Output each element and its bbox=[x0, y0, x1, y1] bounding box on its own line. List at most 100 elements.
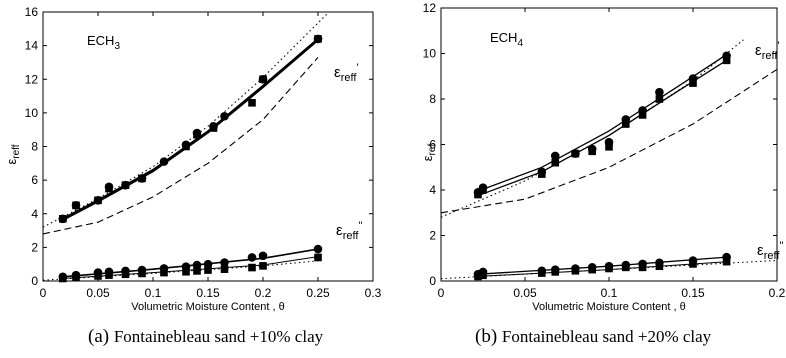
y-tick-label: 2 bbox=[31, 240, 38, 254]
chart-panel-b: 0 0.05 0.1 0.15 0.2 0 2 4 6 8 10 12 Volumetric Moist… bbox=[420, 1, 786, 313]
y-tick-label: 0 bbox=[31, 274, 38, 288]
y-axis-label: εreff bbox=[4, 144, 22, 164]
y-axis-label: εref bbox=[420, 144, 438, 162]
x-tick-label: 0 bbox=[438, 286, 445, 300]
chart-panel-a: 0 0.05 0.1 0.15 0.2 0.25 0.3 0 2 4 6 8 10 12 14 16 Volum… bbox=[4, 5, 382, 313]
fit-line-dotted bbox=[441, 260, 777, 280]
data-point-square bbox=[220, 265, 229, 274]
label-real-permittivity: εreff' bbox=[755, 40, 780, 62]
data-point-square bbox=[655, 262, 664, 271]
x-tick-label: 0.15 bbox=[196, 286, 220, 300]
data-point-square bbox=[571, 149, 580, 158]
data-point-square bbox=[160, 268, 168, 277]
panel-annotation: ECH3 bbox=[87, 33, 120, 52]
y-tick-label: 10 bbox=[423, 47, 437, 61]
x-tick-label: 0.05 bbox=[86, 286, 110, 300]
data-point-square bbox=[538, 170, 546, 178]
data-point-square bbox=[259, 75, 267, 84]
data-point-square bbox=[605, 142, 613, 151]
fit-line-solid bbox=[62, 38, 319, 220]
y-tick-label: 12 bbox=[25, 72, 39, 86]
data-point-square bbox=[655, 95, 664, 103]
data-point-square bbox=[722, 257, 731, 266]
data-point-square bbox=[182, 142, 190, 151]
data-point-square bbox=[622, 120, 630, 128]
data-point-square bbox=[138, 174, 146, 183]
x-tick-label: 0.2 bbox=[769, 286, 786, 300]
data-point-square bbox=[479, 186, 487, 194]
x-axis-label: Volumetric Moisture Content , θ bbox=[532, 301, 685, 313]
x-tick-label: 0.1 bbox=[145, 286, 162, 300]
data-point-square bbox=[551, 158, 560, 167]
data-point-square bbox=[59, 214, 67, 223]
data-point-circle bbox=[258, 251, 268, 261]
data-point-square bbox=[72, 273, 80, 282]
y-tick-label: 4 bbox=[429, 183, 436, 197]
y-tick-label: 4 bbox=[31, 207, 38, 221]
data-point-circle bbox=[220, 111, 229, 121]
data-point-square bbox=[193, 130, 201, 139]
data-point-square bbox=[59, 274, 67, 283]
data-point-circle bbox=[247, 253, 257, 262]
data-point-square bbox=[638, 263, 647, 272]
y-tick-label: 2 bbox=[429, 229, 436, 243]
data-point-square bbox=[474, 272, 482, 281]
label-imag-permittivity: εreff'' bbox=[336, 220, 363, 242]
fit-line-solid bbox=[62, 40, 319, 222]
data-point-circle bbox=[159, 157, 169, 166]
x-axis-label: Volumetric Moisture Content , θ bbox=[131, 301, 284, 313]
fit-line-dashed bbox=[441, 68, 777, 214]
data-point-square bbox=[248, 263, 256, 272]
label-real-permittivity: εreff' bbox=[334, 62, 359, 84]
data-point-square bbox=[105, 184, 113, 193]
y-tick-label: 0 bbox=[429, 274, 436, 288]
data-point-square bbox=[689, 260, 697, 268]
data-point-square bbox=[94, 196, 102, 205]
data-point-square bbox=[121, 181, 130, 189]
x-tick-label: 0.15 bbox=[681, 286, 705, 300]
data-point-square bbox=[622, 263, 630, 272]
data-point-circle bbox=[220, 258, 229, 267]
fit-line-solid bbox=[477, 54, 727, 192]
x-tick-label: 0 bbox=[40, 286, 47, 300]
label-imag-permittivity: εreff'' bbox=[757, 240, 784, 262]
data-point-square bbox=[259, 262, 267, 270]
y-tick-label: 14 bbox=[25, 39, 39, 53]
data-point-square bbox=[204, 266, 212, 274]
data-point-square bbox=[722, 56, 731, 65]
data-point-square bbox=[121, 270, 130, 279]
data-point-square bbox=[605, 264, 613, 273]
data-point-square bbox=[638, 111, 647, 119]
plot-frame bbox=[42, 11, 374, 282]
data-point-square bbox=[138, 269, 146, 278]
x-tick-label: 0.05 bbox=[513, 286, 537, 300]
caption-b: (b) Fontainebleau sand +20% clay bbox=[475, 326, 711, 348]
data-point-circle bbox=[313, 244, 323, 254]
data-point-square bbox=[72, 201, 80, 210]
data-point-square bbox=[474, 190, 482, 199]
data-point-square bbox=[182, 267, 190, 276]
data-point-circle bbox=[550, 151, 560, 161]
data-point-square bbox=[105, 271, 113, 279]
fit-line-dashed bbox=[43, 57, 319, 235]
data-point-square bbox=[314, 35, 322, 43]
data-point-square bbox=[571, 266, 580, 275]
x-tick-label: 0.2 bbox=[255, 286, 272, 300]
data-point-circle bbox=[655, 87, 664, 97]
y-tick-label: 8 bbox=[429, 92, 436, 106]
panel-annotation: ECH4 bbox=[490, 30, 523, 49]
data-point-square bbox=[538, 269, 546, 277]
data-point-square bbox=[248, 98, 256, 107]
caption-b-label: (b) bbox=[475, 326, 498, 347]
y-tick-label: 10 bbox=[25, 106, 39, 120]
caption-a-text: Fontainebleau sand +10% clay bbox=[113, 327, 324, 346]
fit-line-dotted bbox=[43, 12, 330, 228]
x-tick-label: 0.25 bbox=[306, 286, 330, 300]
y-tick-label: 6 bbox=[429, 138, 436, 152]
data-point-square bbox=[689, 79, 697, 87]
y-tick-label: 8 bbox=[31, 140, 38, 154]
y-tick-label: 16 bbox=[25, 5, 39, 19]
data-point-square bbox=[479, 271, 487, 280]
data-point-square bbox=[588, 147, 596, 156]
